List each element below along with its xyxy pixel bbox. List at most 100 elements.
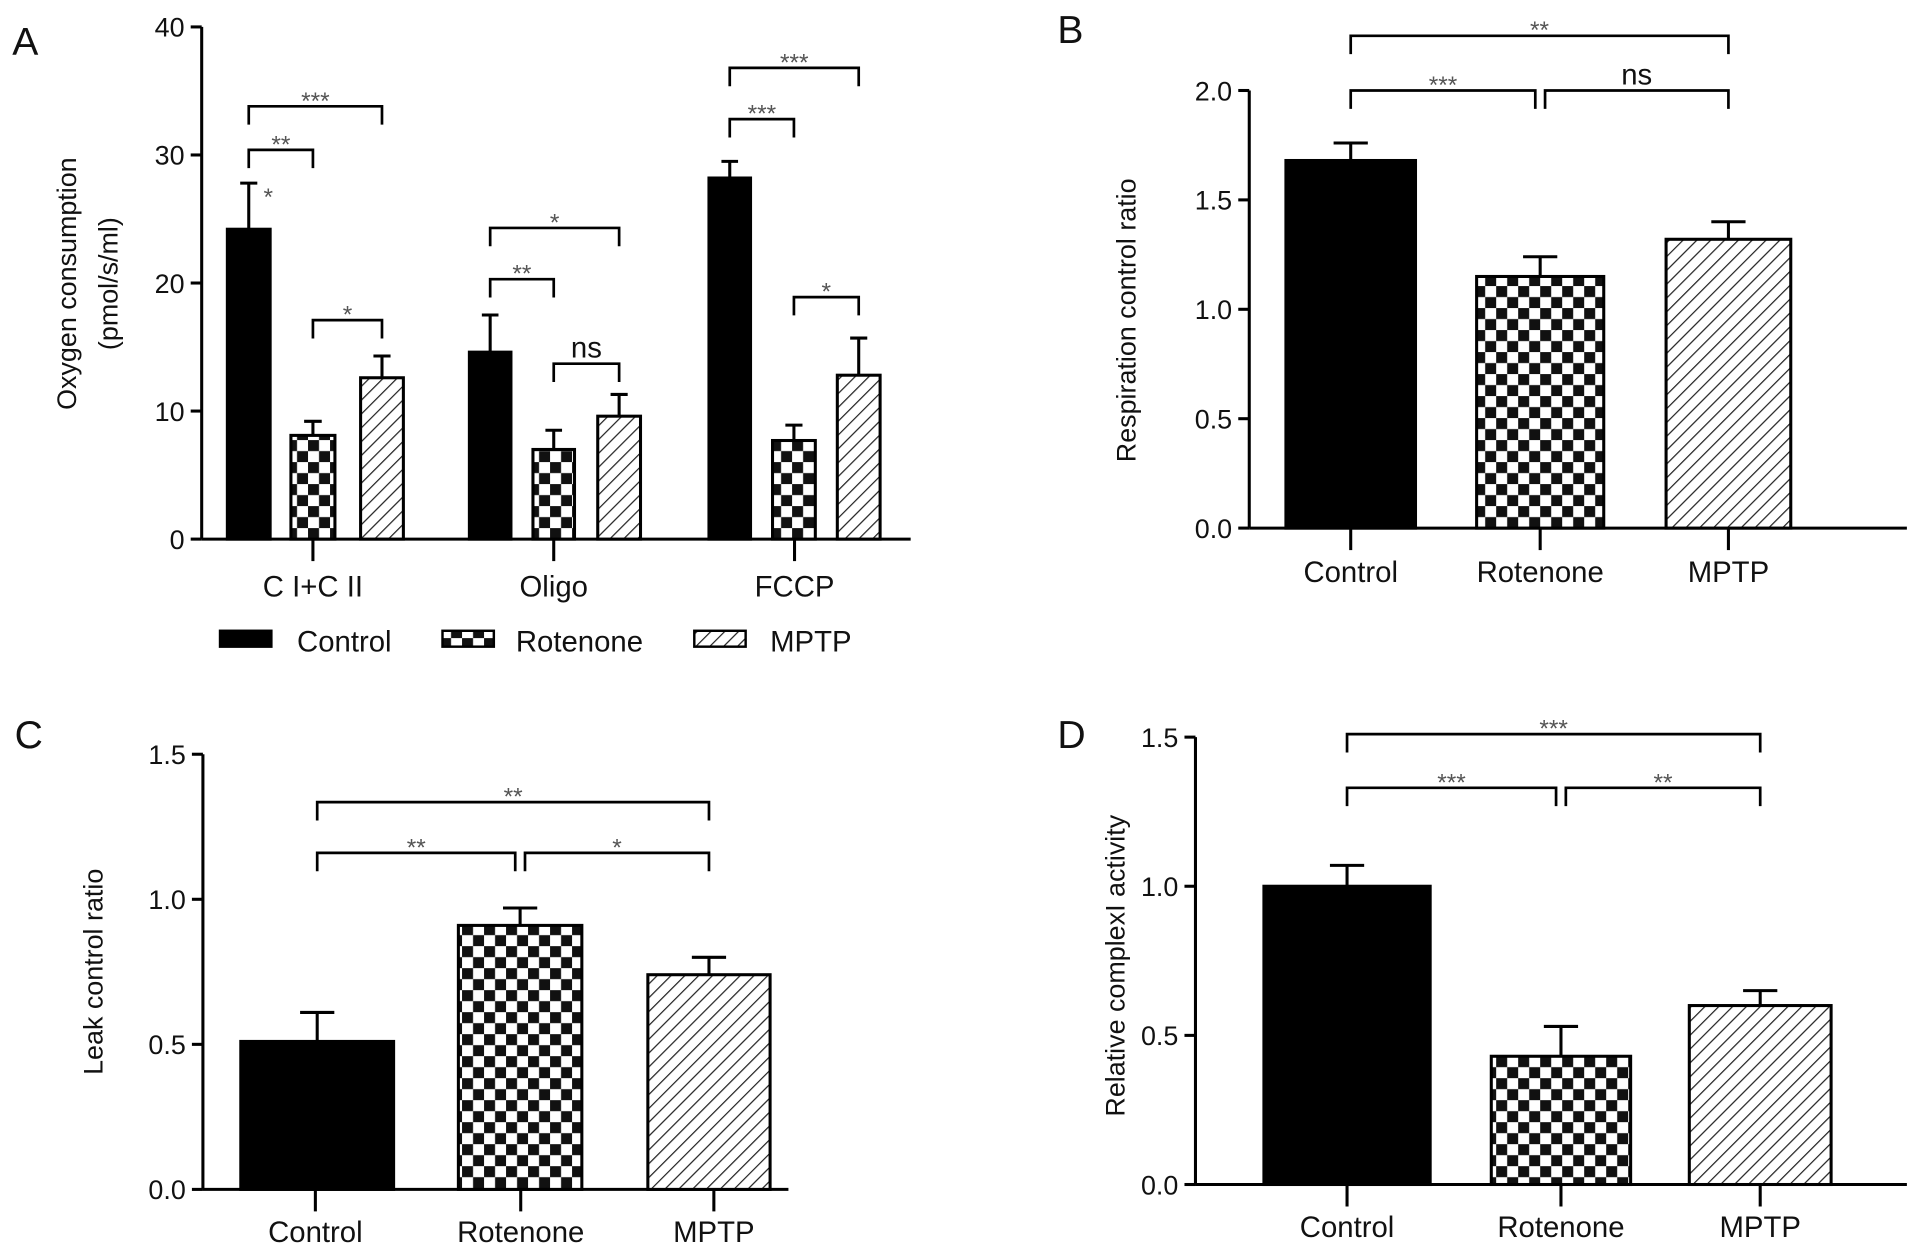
y-tick-label: 0.0 xyxy=(1195,514,1232,544)
legend-label: MPTP xyxy=(770,626,851,659)
x-tick-label: Oligo xyxy=(519,571,587,604)
bar-control xyxy=(1284,158,1418,530)
significance-label: * xyxy=(264,184,274,211)
significance-label: ** xyxy=(504,784,524,811)
significance-label: ** xyxy=(512,261,532,288)
y-tick-label: 20 xyxy=(155,269,185,299)
significance-label: ** xyxy=(271,131,291,158)
significance-bracket xyxy=(1345,732,1762,753)
bar-mptp xyxy=(596,414,643,541)
significance-label: * xyxy=(612,834,622,861)
y-tick-label: 1.5 xyxy=(1195,186,1232,216)
significance-bracket xyxy=(247,104,384,125)
bar-mptp xyxy=(1664,237,1793,530)
x-tick-label: MPTP xyxy=(1719,1211,1800,1244)
x-tick-label: Rotenone xyxy=(457,1216,584,1249)
y-tick-label: 1.0 xyxy=(1195,295,1232,325)
x-tick-label: MPTP xyxy=(1688,556,1769,589)
significance-bracket xyxy=(523,851,711,872)
legend-label: Rotenone xyxy=(516,626,643,659)
significance-bracket xyxy=(311,318,384,339)
bar-rotenone xyxy=(531,447,577,541)
bar-rotenone xyxy=(456,923,584,1191)
y-tick-label: 0 xyxy=(170,525,185,555)
x-tick-label: Control xyxy=(1303,556,1398,589)
significance-label: ns xyxy=(571,332,602,365)
bar-control xyxy=(467,350,513,541)
panel-label: A xyxy=(12,21,39,64)
y-tick-label: 10 xyxy=(155,397,185,427)
bar-control xyxy=(707,176,753,541)
significance-bracket xyxy=(728,66,861,87)
bar-rotenone xyxy=(289,433,337,541)
y-axis-label: Leak control ratio xyxy=(79,869,109,1075)
bar-control xyxy=(225,227,272,541)
x-tick-label: Rotenone xyxy=(1477,556,1604,589)
bar-control xyxy=(1262,884,1432,1187)
significance-label: ns xyxy=(1621,58,1652,91)
panel-label: D xyxy=(1057,714,1085,757)
significance-label: *** xyxy=(1437,769,1466,796)
y-tick-label: 1.0 xyxy=(1141,872,1178,902)
significance-label: ** xyxy=(407,834,427,861)
significance-bracket xyxy=(728,117,796,138)
y-tick-label: 30 xyxy=(155,141,185,171)
bar-mptp xyxy=(835,373,882,541)
x-tick-label: FCCP xyxy=(755,571,835,604)
x-tick-label: Rotenone xyxy=(1497,1211,1624,1244)
y-axis-label: Respiration control ratio xyxy=(1112,178,1142,462)
y-axis-label: Oxygen consumption xyxy=(52,157,82,409)
significance-label: *** xyxy=(301,88,330,115)
bar-rotenone xyxy=(1489,1054,1633,1187)
bar-mptp xyxy=(359,376,405,541)
significance-bracket xyxy=(552,362,621,383)
significance-bracket xyxy=(488,226,621,247)
legend-swatch xyxy=(441,629,496,648)
legend-label: Control xyxy=(297,626,392,659)
significance-label: * xyxy=(822,279,832,306)
y-tick-label: 40 xyxy=(155,13,185,43)
bar-mptp xyxy=(1687,1004,1833,1187)
y-tick-label: 0.5 xyxy=(1141,1021,1178,1051)
significance-bracket xyxy=(315,851,517,872)
x-tick-label: Control xyxy=(268,1216,363,1249)
y-tick-label: 0.0 xyxy=(148,1175,185,1205)
significance-bracket xyxy=(315,800,711,821)
significance-label: ** xyxy=(1530,17,1550,44)
significance-label: ** xyxy=(1654,769,1674,796)
y-tick-label: 2.0 xyxy=(1195,76,1232,106)
bar-mptp xyxy=(646,973,772,1191)
bar-rotenone xyxy=(771,438,817,541)
significance-label: *** xyxy=(780,49,809,76)
significance-label: * xyxy=(343,302,353,329)
legend-swatch xyxy=(218,629,273,648)
significance-label: *** xyxy=(1539,716,1568,743)
y-tick-label: 1.5 xyxy=(1141,723,1178,753)
significance-bracket xyxy=(1349,34,1730,55)
y-axis-label: (pmol/s/ml) xyxy=(93,217,123,350)
y-axis-label: Relative complexI activity xyxy=(1101,814,1131,1116)
x-tick-label: C I+C II xyxy=(263,571,363,604)
bar-rotenone xyxy=(1475,274,1606,530)
panel-label: B xyxy=(1057,9,1083,52)
significance-bracket xyxy=(488,277,556,298)
y-tick-label: 0.0 xyxy=(1141,1170,1178,1200)
significance-bracket xyxy=(247,148,315,169)
significance-bracket xyxy=(1349,89,1537,109)
y-tick-label: 0.5 xyxy=(148,1030,185,1060)
significance-label: *** xyxy=(748,101,777,128)
y-tick-label: 1.0 xyxy=(148,885,185,915)
legend-swatch xyxy=(693,629,747,648)
significance-label: * xyxy=(550,209,560,236)
panel-label: C xyxy=(15,714,43,757)
significance-label: *** xyxy=(1429,72,1458,99)
x-tick-label: MPTP xyxy=(673,1216,754,1249)
significance-bracket xyxy=(1564,786,1762,807)
significance-bracket xyxy=(792,295,861,316)
significance-bracket xyxy=(1345,786,1558,807)
y-tick-label: 0.5 xyxy=(1195,404,1232,434)
y-tick-label: 1.5 xyxy=(148,740,185,770)
significance-bracket xyxy=(1543,89,1730,109)
bar-control xyxy=(239,1039,396,1191)
